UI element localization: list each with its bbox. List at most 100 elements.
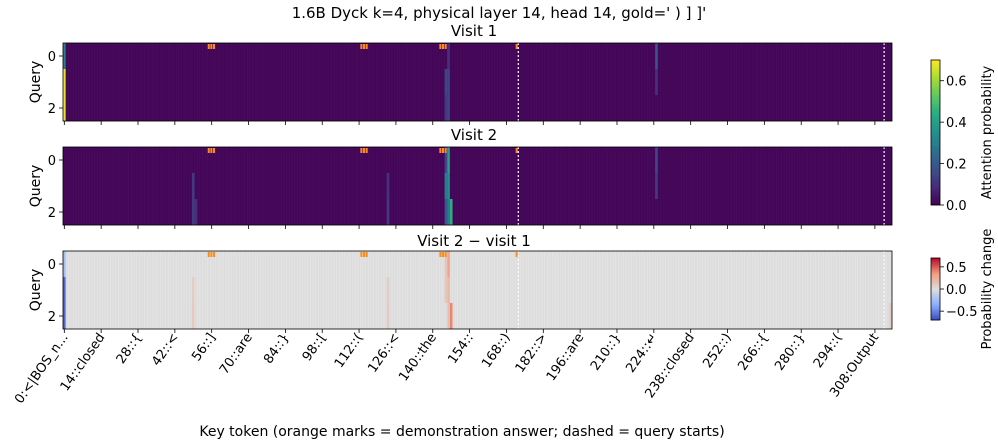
- colorbar-segment: [931, 72, 940, 75]
- demonstration-answer-mark: [515, 44, 518, 49]
- panel-visit-2: Visit 2 Query 02: [28, 126, 893, 229]
- colorbar-segment: [931, 270, 940, 272]
- colorbar-segment: [931, 130, 940, 133]
- heatmap-row: [63, 303, 892, 330]
- colorbar-segment: [931, 309, 940, 311]
- demonstration-answer-mark: [360, 44, 363, 49]
- colorbar-segment: [931, 300, 940, 302]
- colorbar-segment: [931, 269, 940, 271]
- x-tick-label: 126::<: [365, 331, 403, 376]
- colorbar-segment: [931, 258, 940, 260]
- heatmap-cell: [447, 173, 450, 199]
- heatmap-cell: [191, 277, 195, 303]
- x-ticks: 0:<|BOS_n...14::closed 28::{42::< 56::]70:…: [12, 331, 882, 407]
- colorbar-segment: [931, 316, 940, 319]
- heatmap-cell: [63, 251, 66, 277]
- colorbar-segment: [931, 76, 940, 80]
- demonstration-answer-mark: [207, 44, 210, 49]
- overlay-marks: [62, 42, 893, 122]
- colorbar-segment: [931, 311, 940, 314]
- demonstration-answer-mark: [363, 44, 366, 49]
- colorbar-segment: [931, 304, 940, 306]
- colorbar-tick-label: −0.5: [946, 305, 978, 320]
- colorbar-segment: [931, 79, 940, 83]
- colorbar-segment: [931, 308, 940, 310]
- heatmap-cell: [447, 147, 450, 173]
- colorbar-segment: [931, 259, 940, 261]
- colorbar-segment: [931, 314, 940, 317]
- demonstration-answer-mark: [363, 252, 366, 257]
- x-tick-label: 294::(: [811, 331, 845, 371]
- heatmap-cells: [63, 43, 892, 122]
- colorbar-segment: [931, 81, 940, 85]
- colorbar-segment: [931, 301, 940, 303]
- demonstration-answer-mark: [439, 148, 442, 153]
- colorbar-segment: [931, 98, 940, 102]
- heatmap-cell: [444, 199, 448, 225]
- heatmap-cell: [655, 173, 658, 199]
- colorbar-segment: [931, 280, 940, 283]
- heatmap-cells: [63, 251, 892, 330]
- colorbar-segment: [931, 132, 940, 136]
- colorbar-segment: [931, 291, 940, 293]
- colorbar-segment: [931, 310, 940, 313]
- y-axis-label: Query: [28, 61, 44, 104]
- colorbar-tick-label: 0.0: [946, 199, 967, 214]
- demonstration-answer-mark: [365, 44, 368, 49]
- colorbar-segment: [931, 302, 940, 304]
- colorbar-segment: [931, 271, 940, 273]
- y-ticks: 02: [48, 50, 876, 125]
- demonstration-answer-mark: [207, 252, 210, 257]
- x-tick-label: 280::}: [772, 331, 808, 374]
- heatmap-cell: [386, 173, 390, 199]
- heatmap-row: [63, 277, 892, 304]
- colorbar-segment: [931, 279, 940, 282]
- colorbar-segment: [931, 125, 940, 128]
- colorbar-segment: [931, 275, 940, 277]
- x-tick-label: 168::): [479, 331, 513, 371]
- colorbar-segment: [931, 67, 940, 70]
- overlay-marks: [62, 250, 893, 330]
- y-ticks: 02: [48, 154, 876, 229]
- colorbar-segment: [931, 183, 940, 186]
- colorbar-segment: [931, 156, 940, 160]
- colorbar-segment: [931, 277, 940, 279]
- panel-title: Visit 2 − visit 1: [417, 232, 531, 250]
- heatmap-cell: [655, 147, 658, 173]
- colorbar-tick-label: 0.5: [946, 261, 967, 276]
- colorbar-segment: [931, 272, 940, 274]
- y-axis-label: Query: [28, 165, 44, 208]
- colorbar-segment: [931, 290, 940, 292]
- colorbar-segment: [931, 101, 940, 104]
- colorbar-segment: [931, 127, 940, 131]
- colorbar-tick-label: 0.6: [946, 75, 967, 90]
- colorbar-segment: [931, 69, 940, 73]
- y-axis-label: Query: [28, 269, 44, 312]
- colorbar-segment: [931, 185, 940, 189]
- y-tick-label: 2: [48, 310, 56, 325]
- heatmap-cell: [386, 277, 390, 303]
- colorbar-segment: [931, 60, 940, 63]
- demonstration-answer-mark: [439, 252, 442, 257]
- colorbar-segment: [931, 161, 940, 165]
- colorbar-segment: [931, 312, 940, 315]
- colorbar-segment: [931, 296, 940, 298]
- demonstration-answer-mark: [210, 252, 213, 257]
- colorbar-segment: [931, 297, 940, 299]
- heatmap-cell: [889, 303, 892, 329]
- colorbar-change: 0.5 0.0 −0.5 Probability change: [930, 229, 995, 349]
- colorbar-segment: [931, 103, 940, 107]
- demonstration-answer-mark: [444, 252, 447, 257]
- colorbar-segment: [931, 188, 940, 191]
- colorbar-tick-label: 0.4: [946, 116, 967, 131]
- demonstration-answer-mark: [213, 148, 216, 153]
- colorbar-segment: [931, 62, 940, 66]
- colorbar-segment: [931, 261, 940, 263]
- x-tick-label: 0:<|BOS_n...: [12, 331, 71, 407]
- colorbar-label: Attention probability: [980, 65, 995, 199]
- demonstration-answer-mark: [363, 148, 366, 153]
- colorbar-segment: [931, 180, 940, 184]
- colorbar-segment: [931, 171, 940, 174]
- x-tick-label: 182::>: [513, 331, 551, 376]
